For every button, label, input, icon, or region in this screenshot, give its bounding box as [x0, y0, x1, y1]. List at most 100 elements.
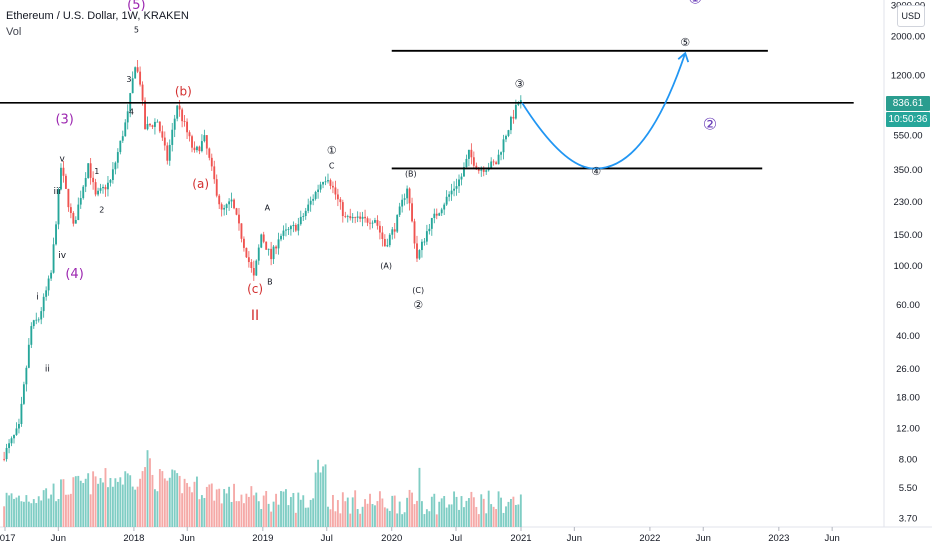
wave-label[interactable]: C [329, 161, 335, 170]
volume-bar [425, 509, 428, 527]
wave-label[interactable]: ii [45, 365, 50, 375]
volume-bar [50, 494, 53, 527]
candle-body [89, 163, 92, 178]
candle-body [416, 243, 418, 259]
candle-body [267, 248, 270, 250]
candle-body [388, 234, 391, 246]
candle-body [378, 225, 381, 233]
wave-label[interactable]: II [251, 308, 259, 324]
volume-bar [47, 498, 50, 527]
candle-body [10, 438, 13, 444]
volume-bar [131, 486, 134, 527]
candle-body [250, 262, 253, 269]
volume-indicator-label[interactable]: Vol [6, 26, 22, 38]
candle-body [502, 139, 505, 153]
volume-bar [502, 512, 505, 527]
wave-label[interactable]: (B) [405, 169, 417, 178]
candle-body [463, 167, 465, 177]
volume-bar [146, 450, 149, 527]
volume-bars [3, 450, 522, 527]
wave-label[interactable]: ⑤ [680, 36, 690, 49]
candle-body [141, 84, 144, 101]
wave-label[interactable]: (4) [65, 267, 83, 282]
candle-body [302, 216, 305, 217]
candle-body [168, 144, 171, 161]
time-tick-label: Jun [696, 533, 711, 544]
candle-body [45, 290, 48, 297]
volume-bar [482, 498, 485, 527]
candle-body [196, 146, 198, 151]
candle-body [460, 176, 463, 180]
currency-button[interactable]: USD [897, 5, 925, 27]
volume-bar [94, 476, 97, 527]
wave-label[interactable]: 3 [126, 75, 131, 84]
candle-body [277, 239, 280, 249]
volume-bar [252, 495, 255, 527]
candle-body [210, 157, 213, 167]
time-axis[interactable]: 2017 Jun 2018 Jun 2019 Jul 2020 Jul 2021 Jun 2022 J… [0, 526, 932, 544]
candle-body [354, 217, 357, 218]
wave-label[interactable]: ① [327, 144, 337, 157]
wave-label[interactable]: ② [413, 299, 423, 312]
candle-body [420, 241, 423, 251]
volume-bar [383, 507, 386, 527]
wave-label[interactable]: (C) [412, 286, 424, 295]
wave-label[interactable]: (b) [175, 85, 192, 99]
wave-label[interactable]: 4 [129, 107, 134, 116]
candle-body [156, 121, 159, 123]
volume-bar [376, 501, 379, 527]
wave-label[interactable]: ① [688, 0, 702, 8]
candle-body [280, 235, 282, 240]
volume-bar [238, 501, 240, 527]
wave-label[interactable]: ② [703, 115, 717, 134]
volume-bar [92, 471, 95, 527]
wave-label[interactable]: i [36, 293, 39, 303]
candle-body [450, 190, 453, 195]
wave-label[interactable]: (3) [55, 112, 73, 127]
wave-label[interactable]: ③ [515, 78, 525, 91]
wave-label[interactable]: (5) [127, 0, 145, 13]
volume-bar [97, 483, 99, 527]
wave-label[interactable]: v [60, 154, 66, 164]
wave-label[interactable]: iv [58, 251, 67, 261]
price-tick-label: 18.00 [896, 392, 920, 403]
candle-body [359, 216, 362, 219]
candle-body [403, 198, 406, 200]
wave-label[interactable]: 5 [134, 25, 139, 34]
price-axis[interactable]: 3000.002000.001200.00550.00350.00230.001… [883, 0, 925, 527]
volume-bar [287, 505, 290, 527]
wave-label[interactable]: (A) [380, 262, 392, 271]
candle-body [364, 216, 367, 219]
volume-bar [339, 513, 342, 527]
candle-body [225, 204, 228, 208]
wave-label[interactable]: 1 [94, 167, 99, 176]
volume-bar [62, 479, 65, 527]
wave-label[interactable]: (a) [192, 177, 209, 191]
volume-bar [285, 489, 287, 527]
candle-body [383, 238, 386, 247]
volume-bar [35, 503, 38, 527]
volume-bar [25, 495, 28, 527]
volume-bar [245, 493, 248, 527]
candle-body [131, 78, 134, 94]
wave-label[interactable]: ④ [591, 165, 601, 178]
wave-label[interactable]: A [265, 204, 271, 213]
wave-label[interactable]: (c) [247, 282, 263, 296]
projection-curve[interactable] [521, 52, 687, 170]
candle-body [228, 201, 231, 205]
volume-bar [329, 509, 332, 527]
volume-bar [74, 476, 77, 527]
candle-body [218, 195, 221, 205]
volume-bar [158, 469, 161, 527]
candle-body [200, 141, 203, 152]
wave-label[interactable]: B [267, 278, 273, 287]
volume-bar [505, 506, 507, 527]
wave-label[interactable]: iii [54, 187, 62, 197]
volume-bar [292, 492, 295, 527]
volume-bar [408, 489, 411, 527]
candle-body [500, 152, 502, 155]
wave-label[interactable]: 2 [99, 205, 104, 214]
candle-body [139, 71, 142, 85]
candle-body [270, 248, 273, 260]
